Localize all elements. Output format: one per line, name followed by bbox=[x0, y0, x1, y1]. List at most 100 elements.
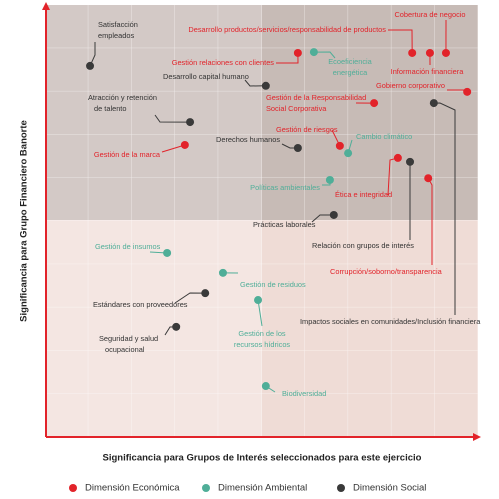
point-label: Gestión de insumos bbox=[95, 242, 161, 251]
point-label: Gestión de los recursos hídricos bbox=[234, 329, 291, 349]
point bbox=[441, 48, 450, 57]
label-line: Cobertura de negocio bbox=[394, 10, 465, 19]
point-label: Desarrollo capital humano bbox=[163, 72, 249, 81]
label-line: Atracción y retención bbox=[88, 93, 157, 102]
point-label: Corrupción/soborno/transparencia bbox=[330, 267, 443, 276]
point bbox=[86, 61, 95, 70]
leader-line bbox=[257, 299, 263, 327]
label-line: Social Corporativa bbox=[266, 104, 327, 113]
point-label: Biodiversidad bbox=[282, 389, 326, 398]
label-line: ocupacional bbox=[105, 345, 145, 354]
point bbox=[325, 175, 334, 184]
label-line: de talento bbox=[94, 104, 126, 113]
point-label: Gestión relaciones con clientes bbox=[172, 58, 275, 67]
point-label: Información financiera bbox=[391, 67, 465, 76]
point bbox=[463, 87, 472, 96]
label-line: Prácticas laborales bbox=[253, 220, 316, 229]
point bbox=[370, 99, 379, 108]
label-line: Gestión de la Responsabilidad bbox=[266, 93, 366, 102]
point bbox=[429, 99, 438, 108]
leader-line bbox=[311, 214, 334, 223]
legend-marker bbox=[69, 484, 77, 492]
point-label: Gestión de la Responsabilidad Social Corp… bbox=[266, 93, 366, 113]
point-label: Impactos sociales en comunidades/Inclusi… bbox=[300, 317, 481, 326]
x-axis-label: Significancia para Grupos de Interés sel… bbox=[103, 453, 422, 464]
label-line: Corrupción/soborno/transparencia bbox=[330, 267, 443, 276]
point-label: Gestión de residuos bbox=[240, 280, 306, 289]
label-line: Gestión de riesgos bbox=[276, 125, 338, 134]
label-line: Biodiversidad bbox=[282, 389, 326, 398]
label-line: Satisfacción bbox=[98, 20, 138, 29]
legend-marker bbox=[337, 484, 345, 492]
grid bbox=[45, 5, 478, 437]
label-line: Cambio climático bbox=[356, 132, 412, 141]
leader-line bbox=[313, 51, 336, 59]
label-line: empleados bbox=[98, 31, 134, 40]
point bbox=[406, 157, 415, 166]
point bbox=[424, 174, 433, 183]
axis bbox=[45, 8, 476, 438]
point-label: Gestión de riesgos bbox=[276, 125, 338, 134]
point-label: Relación con grupos de interés bbox=[312, 241, 414, 250]
point bbox=[218, 268, 227, 277]
point-label: Estándares con proveedores bbox=[93, 300, 188, 309]
point-label: Atracción y retención de talento bbox=[88, 93, 157, 113]
point-label: Seguridad y salud ocupacional bbox=[99, 334, 158, 354]
point bbox=[425, 48, 434, 57]
label-line: Relación con grupos de interés bbox=[312, 241, 414, 250]
legend-label: Dimensión Económica bbox=[85, 483, 180, 494]
label-line: Información financiera bbox=[391, 67, 465, 76]
label-line: Gestión de los bbox=[238, 329, 286, 338]
point bbox=[344, 149, 353, 158]
y-axis-label: Significancia para Grupo Financiero Bano… bbox=[19, 120, 30, 322]
label-line: recursos hídricos bbox=[234, 340, 291, 349]
point-label: Gestión de la marca bbox=[94, 150, 161, 159]
label-line: Ecoeficiencia bbox=[328, 57, 372, 66]
label-line: Gestión de residuos bbox=[240, 280, 306, 289]
leader-line bbox=[174, 292, 206, 304]
point-label: Satisfacción empleados bbox=[98, 20, 138, 40]
leader-line bbox=[244, 79, 266, 87]
point bbox=[335, 141, 344, 150]
point bbox=[408, 48, 417, 57]
label-line: Gobierno corporativo bbox=[376, 81, 445, 90]
point-label: Desarrollo productos/servicios/responsab… bbox=[188, 25, 386, 34]
point-label: Prácticas laborales bbox=[253, 220, 316, 229]
point bbox=[329, 210, 338, 219]
point bbox=[261, 382, 270, 391]
point-label: Cobertura de negocio bbox=[394, 10, 465, 19]
point bbox=[163, 248, 172, 257]
point-label: Políticas ambientales bbox=[250, 183, 320, 192]
leader-line bbox=[388, 29, 413, 53]
label-line: Seguridad y salud bbox=[99, 334, 158, 343]
point bbox=[393, 153, 402, 162]
label-line: Ética e integridad bbox=[335, 190, 392, 199]
legend-marker bbox=[202, 484, 210, 492]
label-line: Estándares con proveedores bbox=[93, 300, 188, 309]
legend-label: Dimensión Social bbox=[353, 483, 426, 494]
label-line: Desarrollo productos/servicios/responsab… bbox=[188, 25, 386, 34]
point bbox=[293, 143, 302, 152]
point-label: Cambio climático bbox=[356, 132, 412, 141]
label-line: Derechos humanos bbox=[216, 135, 280, 144]
point bbox=[201, 289, 210, 298]
point-label: Ecoeficiencia energética bbox=[328, 57, 372, 77]
label-line: Desarrollo capital humano bbox=[163, 72, 249, 81]
label-line: Políticas ambientales bbox=[250, 183, 320, 192]
point bbox=[293, 48, 302, 57]
label-line: energética bbox=[333, 68, 368, 77]
label-line: Impactos sociales en comunidades/Inclusi… bbox=[300, 317, 481, 326]
point-label: Derechos humanos bbox=[216, 135, 280, 144]
point bbox=[261, 81, 270, 90]
leader-line bbox=[154, 114, 191, 123]
point bbox=[254, 296, 263, 305]
label-line: Gestión de insumos bbox=[95, 242, 161, 251]
point-label: Gobierno corporativo bbox=[376, 81, 445, 90]
label-line: Gestión de la marca bbox=[94, 150, 161, 159]
point bbox=[309, 48, 318, 57]
point bbox=[172, 322, 181, 331]
label-line: Gestión relaciones con clientes bbox=[172, 58, 275, 67]
point-label: Ética e integridad bbox=[335, 190, 392, 199]
legend-label: Dimensión Ambiental bbox=[218, 483, 307, 494]
